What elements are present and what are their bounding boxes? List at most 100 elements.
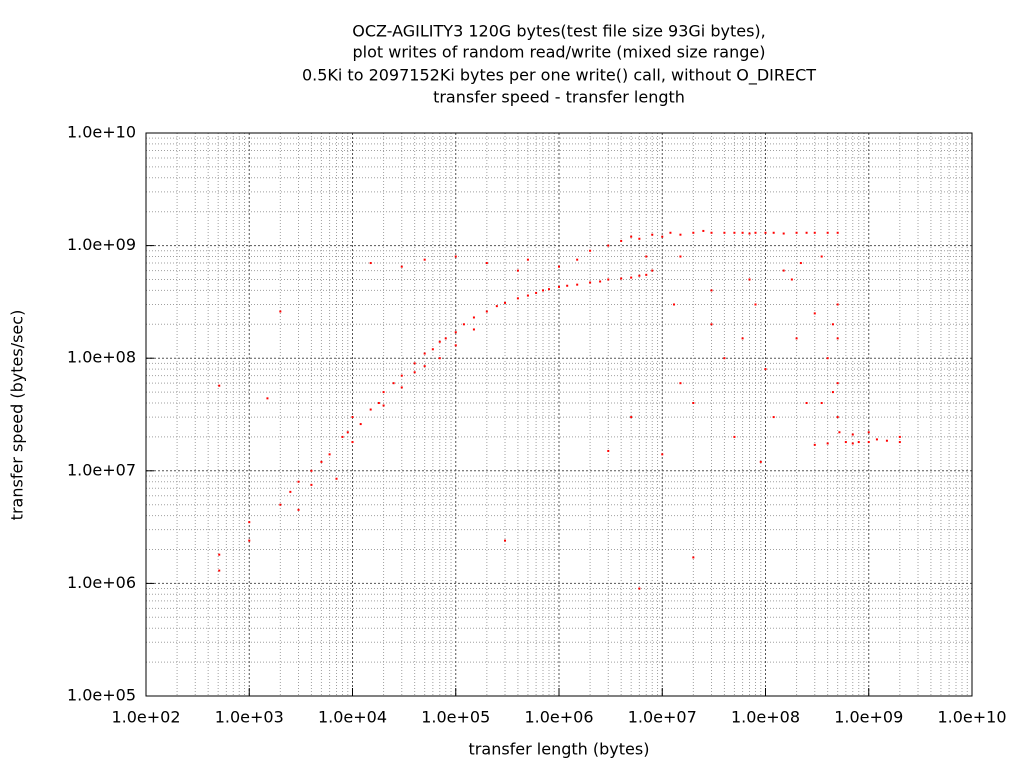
data-point — [630, 235, 633, 238]
data-point — [651, 233, 654, 236]
data-point — [558, 285, 560, 288]
data-point — [723, 357, 726, 360]
x-tick-label: 1.0e+08 — [731, 708, 800, 727]
data-point — [454, 344, 457, 347]
data-point — [218, 553, 221, 556]
data-point — [710, 289, 713, 292]
y-tick-label: 1.0e+07 — [67, 460, 136, 479]
data-point — [423, 352, 426, 355]
data-point — [741, 231, 744, 234]
data-point — [844, 441, 847, 444]
data-point — [454, 331, 457, 334]
data-point — [857, 441, 860, 444]
data-point — [826, 231, 829, 234]
data-point — [630, 416, 633, 419]
data-point — [679, 233, 682, 236]
chart-title: OCZ-AGILITY3 120G bytes(test file size 9… — [352, 22, 766, 41]
x-tick-label: 1.0e+04 — [318, 708, 387, 727]
data-point — [279, 310, 282, 313]
data-point — [218, 569, 221, 572]
data-point — [826, 442, 829, 445]
data-point — [620, 239, 623, 242]
data-point — [400, 386, 403, 389]
data-point — [369, 262, 372, 265]
data-point — [218, 384, 221, 387]
data-point — [630, 276, 633, 279]
data-point — [516, 269, 519, 272]
data-point — [836, 337, 839, 340]
data-point — [813, 443, 816, 446]
data-point — [820, 255, 823, 258]
data-point — [673, 303, 676, 306]
data-point — [651, 269, 654, 272]
data-point — [661, 453, 664, 456]
data-point — [795, 231, 798, 234]
data-point — [754, 303, 757, 306]
data-point — [423, 258, 426, 261]
data-point — [516, 297, 519, 300]
data-point — [885, 439, 888, 442]
data-point — [679, 382, 682, 385]
data-point — [413, 371, 416, 374]
data-point — [851, 442, 854, 445]
data-point — [851, 433, 854, 436]
data-point — [589, 249, 592, 252]
data-point — [535, 291, 538, 294]
data-point — [472, 328, 475, 331]
data-point — [805, 402, 808, 405]
data-point — [297, 508, 300, 511]
x-tick-label: 1.0e+06 — [524, 708, 593, 727]
data-point — [748, 232, 751, 235]
data-point — [589, 281, 592, 284]
data-point — [710, 231, 713, 234]
x-tick-label: 1.0e+03 — [215, 708, 284, 727]
data-point — [638, 237, 641, 240]
data-point — [576, 283, 579, 286]
data-point — [759, 460, 762, 463]
data-point — [438, 340, 441, 343]
data-point — [772, 231, 775, 234]
data-point — [504, 301, 507, 304]
data-point — [831, 391, 834, 394]
data-point — [692, 402, 695, 405]
chart-title: transfer speed - transfer length — [433, 88, 685, 107]
data-point — [526, 294, 529, 297]
x-tick-label: 1.0e+02 — [111, 708, 180, 727]
data-point — [836, 416, 839, 419]
data-point — [542, 289, 545, 292]
data-point — [341, 435, 344, 438]
data-point — [289, 490, 292, 493]
data-point — [645, 273, 648, 276]
data-point — [898, 441, 901, 444]
data-point — [359, 423, 362, 426]
data-point — [462, 323, 465, 326]
y-tick-label: 1.0e+08 — [67, 348, 136, 367]
data-point — [266, 397, 269, 400]
data-point — [836, 303, 839, 306]
data-point — [723, 231, 726, 234]
data-point — [248, 539, 251, 542]
data-point — [782, 232, 785, 235]
data-point — [297, 480, 300, 483]
data-point — [320, 460, 323, 463]
y-tick-label: 1.0e+06 — [67, 573, 136, 592]
data-point — [799, 262, 802, 265]
chart-title: plot writes of random read/write (mixed … — [353, 43, 766, 62]
data-point — [795, 337, 798, 340]
data-point — [638, 274, 641, 277]
data-point — [826, 357, 829, 360]
data-point — [279, 503, 282, 506]
data-point — [898, 435, 901, 438]
data-point — [607, 278, 610, 281]
data-point — [526, 258, 529, 261]
data-point — [764, 231, 767, 234]
data-point — [382, 404, 385, 407]
data-point — [444, 337, 447, 340]
data-point — [400, 374, 403, 377]
data-point — [679, 255, 682, 258]
data-point — [504, 539, 507, 542]
data-point — [638, 587, 641, 590]
data-point — [485, 310, 488, 313]
data-point — [702, 229, 705, 232]
